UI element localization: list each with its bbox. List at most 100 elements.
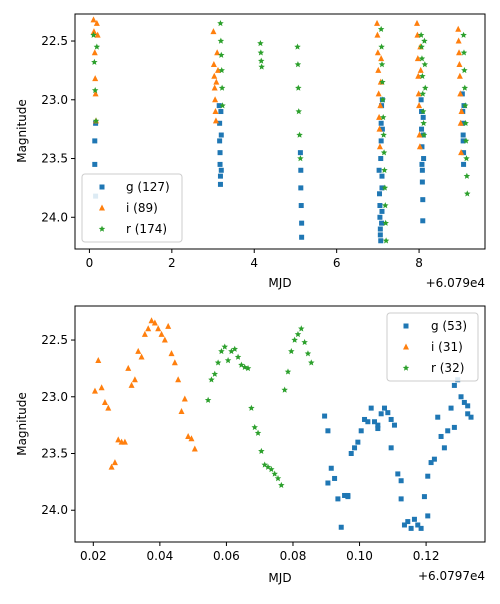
x-tick-label: 0.12 — [413, 549, 440, 563]
data-point-g — [217, 120, 223, 126]
data-point-i — [128, 381, 135, 388]
data-point-i — [415, 90, 422, 97]
data-point-g — [217, 161, 223, 167]
data-point-i — [108, 463, 115, 470]
data-point-g — [377, 214, 383, 220]
x-tick-label: 0.06 — [213, 549, 240, 563]
data-point-i — [90, 28, 97, 35]
data-point-g — [352, 445, 358, 451]
y-tick-label: 23.5 — [41, 447, 68, 461]
legend-marker-g — [99, 184, 105, 190]
data-point-r — [381, 184, 389, 191]
data-point-i — [375, 66, 382, 73]
legend-label-g: g (127) — [126, 180, 170, 194]
data-point-r — [278, 481, 285, 489]
data-point-i — [415, 72, 422, 79]
data-point-g — [372, 419, 378, 425]
data-point-r — [211, 370, 219, 377]
y-tick-label: 24.0 — [41, 210, 68, 224]
data-point-i — [141, 330, 148, 337]
data-point-g — [379, 173, 385, 179]
data-point-g — [218, 167, 224, 173]
data-point-g — [420, 197, 426, 203]
data-point-i — [91, 387, 98, 394]
data-point-g — [368, 405, 374, 411]
legend-swatch — [403, 323, 409, 329]
data-point-r — [217, 20, 224, 27]
data-point-i — [135, 347, 142, 354]
data-point-g — [391, 422, 397, 428]
data-point-g — [325, 428, 331, 434]
data-point-i — [416, 102, 423, 109]
data-point-i — [175, 376, 182, 383]
x-tick-label: 0.02 — [80, 549, 107, 563]
x-axis-label: MJD — [268, 276, 291, 290]
x-offset-label: +6.0797e4 — [418, 569, 485, 583]
data-point-g — [420, 114, 426, 120]
data-point-r — [271, 470, 278, 477]
data-point-g — [379, 220, 385, 226]
data-point-r — [204, 396, 212, 403]
data-point-g — [377, 232, 383, 238]
data-point-i — [98, 384, 105, 391]
legend-marker-r — [402, 364, 410, 371]
data-point-g — [460, 120, 466, 126]
data-point-g — [421, 494, 427, 500]
data-point-r — [218, 84, 226, 91]
data-point-r — [421, 61, 429, 68]
data-point-g — [465, 403, 471, 409]
data-point-i — [111, 459, 118, 466]
data-point-g — [378, 238, 384, 244]
data-point-i — [191, 445, 198, 452]
data-point-r — [268, 465, 275, 473]
x-tick-label: 0.10 — [346, 549, 373, 563]
data-point-r — [462, 119, 469, 127]
data-point-r — [462, 137, 470, 144]
data-point-i — [214, 49, 221, 56]
data-point-r — [258, 63, 265, 70]
data-point-g — [375, 426, 381, 432]
data-point-r — [461, 67, 468, 74]
data-point-i — [378, 55, 385, 62]
data-point-g — [401, 522, 407, 528]
data-point-r — [464, 190, 471, 197]
data-point-g — [419, 161, 425, 167]
panel-overview: 0 2 4 6 8 22.5 23.0 23.5 24.0 MJD +6.079e4 Magn… — [15, 13, 486, 290]
data-point-r — [258, 57, 265, 64]
data-point-r — [248, 404, 255, 411]
data-point-i — [211, 72, 218, 79]
data-point-r — [214, 359, 222, 366]
data-point-r — [221, 343, 228, 350]
y-tick-label: 23.0 — [41, 93, 68, 107]
x-offset-label: +6.079e4 — [426, 276, 485, 290]
data-point-i — [414, 55, 421, 62]
data-point-r — [379, 78, 386, 85]
data-point-g — [425, 513, 431, 519]
data-point-i — [374, 19, 381, 26]
data-point-g — [375, 422, 381, 428]
data-point-g — [411, 516, 417, 522]
data-point-i — [93, 19, 100, 26]
data-point-g — [460, 138, 466, 144]
data-point-r — [231, 345, 238, 352]
data-point-r — [91, 58, 98, 65]
y-tick-label: 23.5 — [41, 152, 68, 166]
data-point-g — [441, 445, 447, 451]
data-point-g — [217, 173, 223, 179]
data-point-g — [420, 218, 426, 224]
legend-swatch — [99, 184, 105, 190]
data-point-g — [381, 405, 387, 411]
data-point-g — [385, 410, 391, 416]
data-point-r — [417, 31, 425, 38]
data-point-g — [217, 138, 223, 144]
data-point-r — [461, 84, 469, 91]
data-point-i — [181, 395, 188, 402]
y-tick-label: 23.0 — [41, 390, 68, 404]
data-point-g — [218, 132, 224, 138]
data-point-i — [414, 31, 421, 38]
y-tick-label: 22.5 — [41, 333, 68, 347]
data-point-r — [295, 84, 302, 91]
data-point-i — [416, 143, 423, 150]
data-point-r — [288, 347, 295, 355]
